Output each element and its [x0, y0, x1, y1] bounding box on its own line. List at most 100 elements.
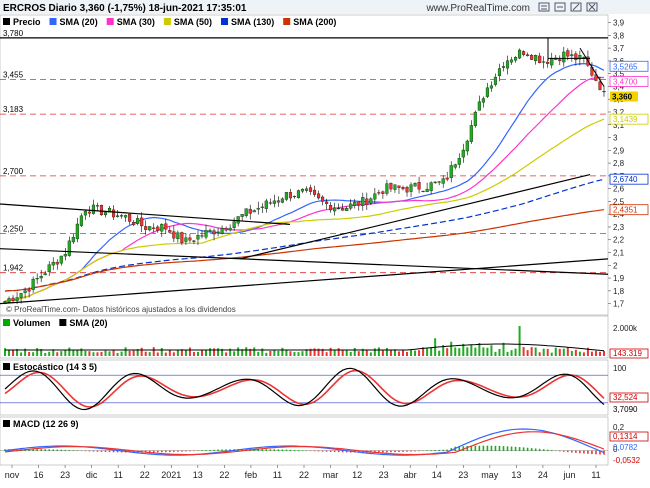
- candle-body: [148, 226, 152, 231]
- macd-hist-bar: [281, 449, 284, 452]
- y-tick-label: 3,2: [613, 108, 625, 117]
- candle-body: [204, 230, 208, 238]
- volume-bar: [474, 347, 477, 356]
- volume-bar: [389, 350, 392, 356]
- macd-hist-bar: [341, 450, 344, 453]
- close-icon[interactable]: [586, 2, 598, 12]
- volume-bar: [168, 350, 171, 356]
- volume-bar: [241, 349, 244, 356]
- macd-hist-bar: [434, 450, 436, 452]
- legend-swatch: [3, 319, 10, 326]
- candle-body: [256, 207, 260, 210]
- volume-bar: [482, 347, 485, 356]
- volume-bar: [578, 351, 581, 356]
- y-tick-label: 1,7: [613, 300, 625, 309]
- macd-hist-bar: [562, 450, 565, 452]
- volume-bar: [305, 349, 308, 356]
- volume-bar: [426, 348, 429, 356]
- macd-hist-bar: [394, 450, 396, 453]
- volume-bar: [148, 352, 151, 356]
- candle-body: [272, 200, 276, 204]
- candle-body: [453, 164, 457, 168]
- candle-body: [469, 125, 473, 142]
- candle-body: [321, 196, 325, 202]
- zoom-icon[interactable]: [554, 2, 566, 12]
- macd-hist-bar: [410, 450, 412, 452]
- value-tag: 3,5265: [613, 62, 638, 71]
- candle-body: [83, 211, 87, 216]
- x-tick-label: abr: [404, 470, 417, 480]
- wrench-icon[interactable]: [570, 2, 582, 12]
- volume-bar: [361, 348, 364, 356]
- volume-bar: [293, 352, 296, 356]
- level-label: 3,183: [3, 105, 24, 114]
- candle-body: [292, 195, 296, 198]
- macd-hist-bar: [587, 450, 589, 454]
- level-label: 2,250: [3, 224, 24, 233]
- candle-body: [11, 297, 15, 302]
- macd-hist-bar: [518, 447, 521, 452]
- volume-bar: [160, 348, 163, 356]
- value-tag: 2,6740: [613, 175, 638, 184]
- candle-body: [296, 190, 301, 198]
- legend-swatch: [221, 18, 229, 25]
- macd-hist-bar: [558, 450, 561, 452]
- legend-swatch: [3, 363, 10, 370]
- x-tick-label: 13: [511, 470, 521, 480]
- volume-bar: [518, 326, 521, 356]
- candle-body: [288, 192, 292, 199]
- macd-hist-bar: [189, 450, 191, 452]
- candle-body: [71, 236, 75, 243]
- candle-body: [276, 200, 280, 203]
- x-tick-label: 22: [140, 470, 150, 480]
- volume-bar: [225, 352, 228, 356]
- candle-body: [216, 231, 220, 234]
- last-price-tag: 3,360: [612, 93, 633, 102]
- macd-hist-bar: [486, 445, 489, 452]
- macd-hist-bar: [120, 450, 123, 453]
- candle-body: [578, 55, 582, 60]
- macd-hist-bar: [193, 450, 195, 452]
- menu-icon[interactable]: [538, 2, 550, 12]
- macd-hist-bar: [583, 450, 585, 454]
- macd-hist-bar: [414, 450, 416, 452]
- candle-body: [300, 188, 305, 192]
- candle-body: [514, 56, 518, 61]
- macd-hist-bar: [494, 445, 497, 452]
- volume-bar: [44, 352, 47, 356]
- candle-body: [7, 298, 11, 303]
- legend-label: SMA (20): [69, 318, 107, 328]
- level-label: 3,455: [3, 70, 24, 79]
- macd-hist-bar: [482, 445, 485, 452]
- candle-body: [329, 205, 333, 211]
- candle-body: [168, 230, 172, 233]
- candle-body: [429, 182, 433, 192]
- macd-hist-bar: [132, 450, 135, 453]
- candle-body: [333, 207, 337, 212]
- volume-bar: [40, 348, 43, 356]
- y-tick-label: 2,2: [613, 236, 625, 245]
- macd-hist-bar: [52, 449, 55, 452]
- legend-label: Estocástico (14 3 5): [13, 362, 97, 372]
- volume-bar: [502, 342, 505, 356]
- volume-bar: [313, 348, 316, 356]
- volume-bar: [88, 351, 91, 356]
- macd-hist-bar: [522, 447, 525, 452]
- candle-body: [369, 198, 373, 204]
- volume-bar: [237, 347, 240, 356]
- volume-bar: [192, 351, 195, 356]
- macd-hist-bar: [357, 450, 360, 453]
- macd-hist-bar: [213, 449, 215, 452]
- volume-bar: [24, 348, 27, 356]
- macd-hist-bar: [526, 447, 529, 452]
- macd-hist-bar: [474, 445, 477, 452]
- volume-bar: [582, 352, 585, 356]
- candle-body: [55, 261, 59, 265]
- candle-body: [505, 60, 510, 69]
- candle-body: [389, 182, 393, 190]
- candle-body: [526, 54, 530, 57]
- candle-body: [405, 187, 409, 193]
- candle-body: [87, 211, 91, 214]
- volume-bar: [450, 341, 453, 356]
- macd-hist-bar: [261, 449, 264, 452]
